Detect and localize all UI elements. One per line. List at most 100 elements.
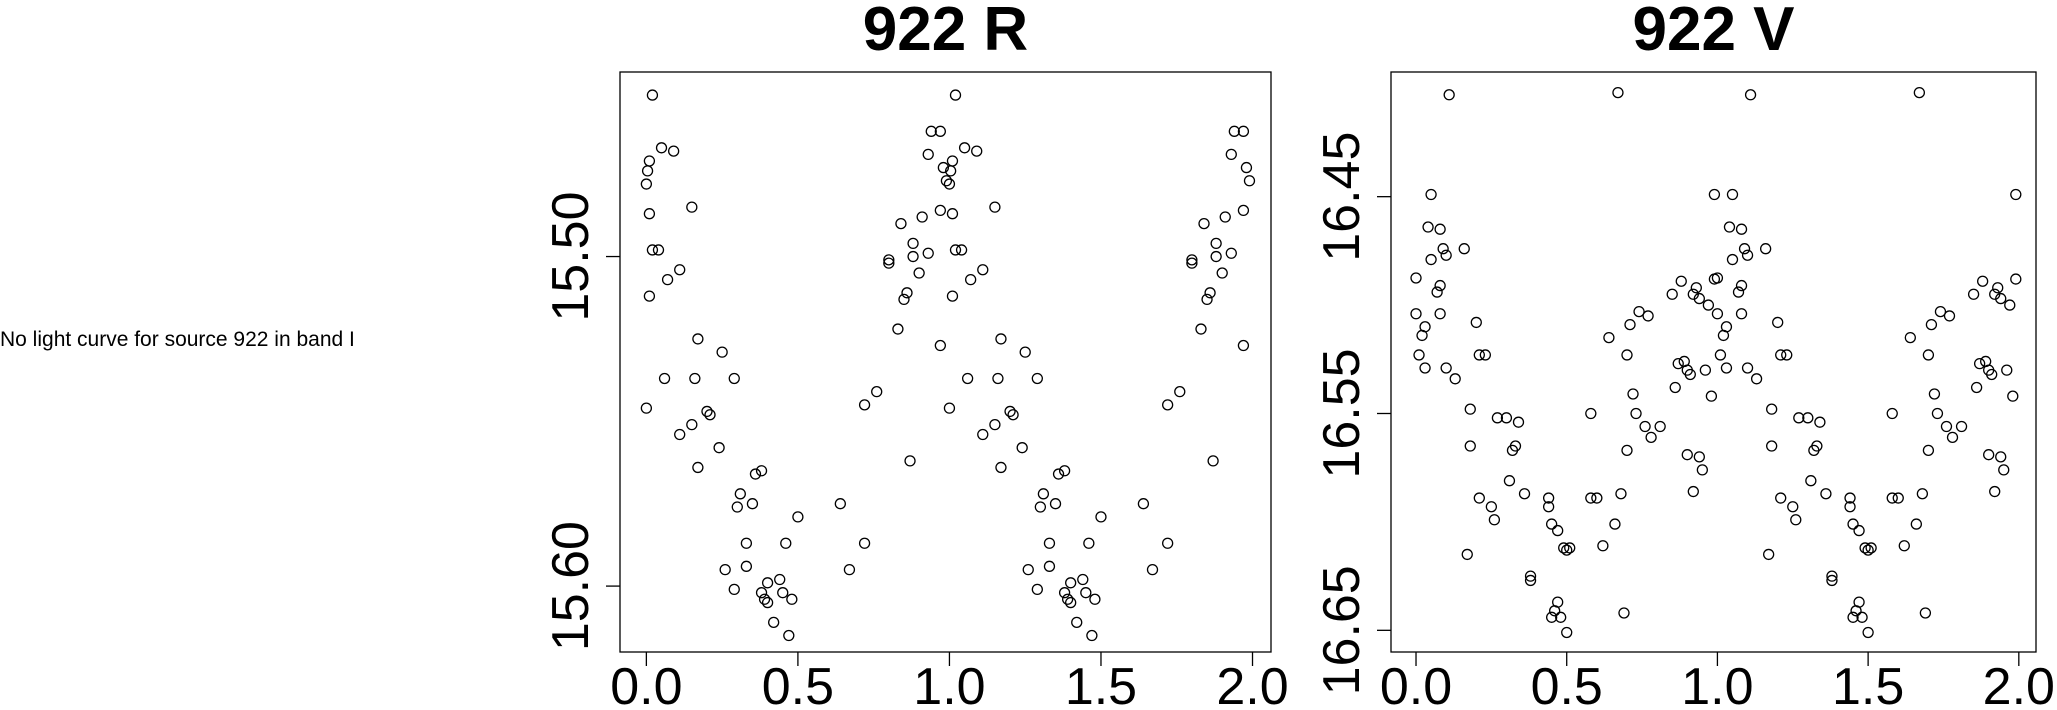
point <box>1479 349 1491 361</box>
point <box>949 244 962 256</box>
point <box>1672 357 1684 370</box>
point <box>1946 431 1959 443</box>
chart-title: 922 V <box>1632 0 1794 64</box>
x-tick-label: 2.0 <box>1216 658 1288 710</box>
point <box>755 587 768 599</box>
point <box>758 593 771 605</box>
point <box>1422 221 1434 233</box>
point <box>1080 587 1092 599</box>
point <box>1473 492 1485 504</box>
point <box>895 217 907 230</box>
point <box>1639 420 1651 433</box>
point <box>992 372 1004 385</box>
point <box>1772 316 1784 329</box>
point <box>713 442 725 454</box>
point <box>1425 188 1437 201</box>
point <box>1237 339 1250 352</box>
point <box>1186 254 1198 266</box>
x-tick-label: 2.0 <box>1983 658 2055 710</box>
point <box>1216 267 1228 279</box>
point <box>1699 364 1712 376</box>
point <box>883 254 895 266</box>
point <box>1545 611 1558 623</box>
point <box>1174 386 1186 398</box>
point <box>1687 485 1699 498</box>
point <box>1892 492 1904 504</box>
point <box>1910 518 1922 530</box>
point <box>858 399 871 411</box>
point <box>1775 492 1787 504</box>
point <box>1095 511 1107 523</box>
point <box>1031 372 1043 385</box>
point <box>734 488 746 500</box>
x-tick-label: 0.5 <box>762 658 834 710</box>
point <box>1904 331 1916 344</box>
point <box>1065 596 1077 609</box>
point <box>1775 349 1787 361</box>
point <box>1702 299 1715 311</box>
point <box>643 155 656 167</box>
point <box>643 208 656 220</box>
point <box>728 583 740 596</box>
plot-frame <box>1390 71 2037 653</box>
y-tick-label: 15.50 <box>542 191 600 321</box>
point <box>655 142 668 154</box>
point <box>1473 349 1485 361</box>
point <box>1766 403 1778 415</box>
point <box>934 339 946 352</box>
point <box>1690 282 1702 294</box>
point <box>1931 407 1944 420</box>
point <box>1437 243 1449 255</box>
point <box>1065 577 1077 589</box>
point <box>1744 89 1757 101</box>
point <box>1826 570 1838 582</box>
point <box>1524 574 1537 587</box>
point <box>746 498 759 510</box>
x-tick-label: 0.0 <box>1380 658 1452 710</box>
point <box>1207 455 1219 467</box>
point <box>1043 560 1056 572</box>
point <box>1621 349 1633 361</box>
point <box>1654 420 1666 433</box>
point <box>1750 373 1763 385</box>
point <box>1434 308 1446 320</box>
point <box>922 148 934 161</box>
point <box>934 204 946 217</box>
point <box>1609 518 1621 530</box>
point <box>1856 611 1868 623</box>
point <box>961 372 974 385</box>
point <box>989 201 1001 213</box>
point <box>1696 464 1708 476</box>
point <box>943 402 956 414</box>
point <box>692 461 704 474</box>
point <box>1802 412 1814 424</box>
point <box>1666 288 1678 300</box>
point <box>1898 540 1910 552</box>
point <box>1759 243 1772 255</box>
point <box>1723 221 1736 233</box>
point <box>692 333 704 345</box>
point <box>971 145 983 157</box>
point <box>1485 501 1498 513</box>
point <box>1675 275 1687 287</box>
point <box>1995 292 2007 305</box>
point <box>1243 175 1256 187</box>
point <box>701 405 713 418</box>
point <box>907 237 919 250</box>
point <box>1461 548 1473 561</box>
point <box>907 250 919 263</box>
point <box>1618 607 1630 619</box>
point <box>1763 548 1775 561</box>
point <box>1811 440 1823 452</box>
point <box>686 201 698 213</box>
point <box>1542 492 1555 504</box>
point <box>1603 331 1615 344</box>
point <box>1089 593 1101 605</box>
point <box>1077 573 1089 586</box>
point <box>1052 468 1065 480</box>
point <box>1237 125 1250 137</box>
point <box>1940 420 1953 433</box>
point <box>1561 626 1573 639</box>
point <box>774 573 786 586</box>
point <box>1031 583 1043 596</box>
